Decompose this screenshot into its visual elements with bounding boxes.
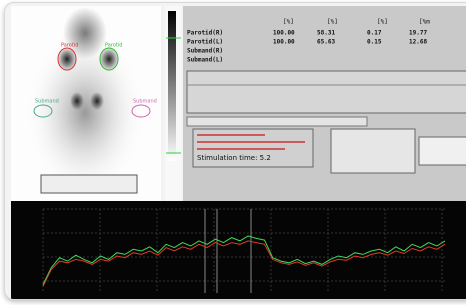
row-label: Submand(R) — [187, 48, 223, 55]
column-header: [%m — [419, 19, 430, 26]
info-box — [331, 129, 415, 173]
column-header: [%] — [327, 19, 338, 26]
cell: 0.15 — [367, 39, 382, 46]
roi-label: Parotid — [105, 43, 122, 49]
roi-label: Parotid — [61, 43, 78, 49]
page: {"image_labels": ["Parotid", "Parotid", … — [0, 0, 466, 305]
row-label: Parotid(R) — [187, 30, 223, 37]
column-header: [%] — [283, 19, 294, 26]
screen: Parotid Parotid Submand Submand [%] [%] [%… — [5, 3, 466, 300]
cell: 65.63 — [317, 39, 335, 46]
cell: 58.31 — [317, 30, 335, 37]
blob — [70, 92, 84, 110]
stimulation-time: Stimulation time: 5.2 — [197, 154, 271, 162]
screenshot-card: Parotid Parotid Submand Submand [%] [%] [%… — [4, 2, 466, 300]
curve-panel — [11, 201, 466, 300]
blob — [99, 47, 119, 71]
cell: 19.77 — [409, 30, 427, 37]
row-label: Submand(L) — [187, 57, 223, 64]
cell: 100.00 — [273, 39, 295, 46]
info-box — [419, 137, 466, 165]
row-label: Parotid(L) — [187, 39, 223, 46]
cell: 0.17 — [367, 30, 382, 37]
roi-label: Submand — [133, 99, 157, 105]
cell: 100.00 — [273, 30, 295, 37]
cell: 12.68 — [409, 39, 427, 46]
column-header: [%] — [377, 19, 388, 26]
blob — [90, 92, 104, 110]
blob — [57, 47, 77, 71]
info-box — [41, 175, 137, 193]
roi-label: Submand — [35, 99, 59, 105]
sub-table — [187, 71, 466, 113]
input-row — [187, 117, 367, 126]
color-scale — [168, 11, 176, 161]
